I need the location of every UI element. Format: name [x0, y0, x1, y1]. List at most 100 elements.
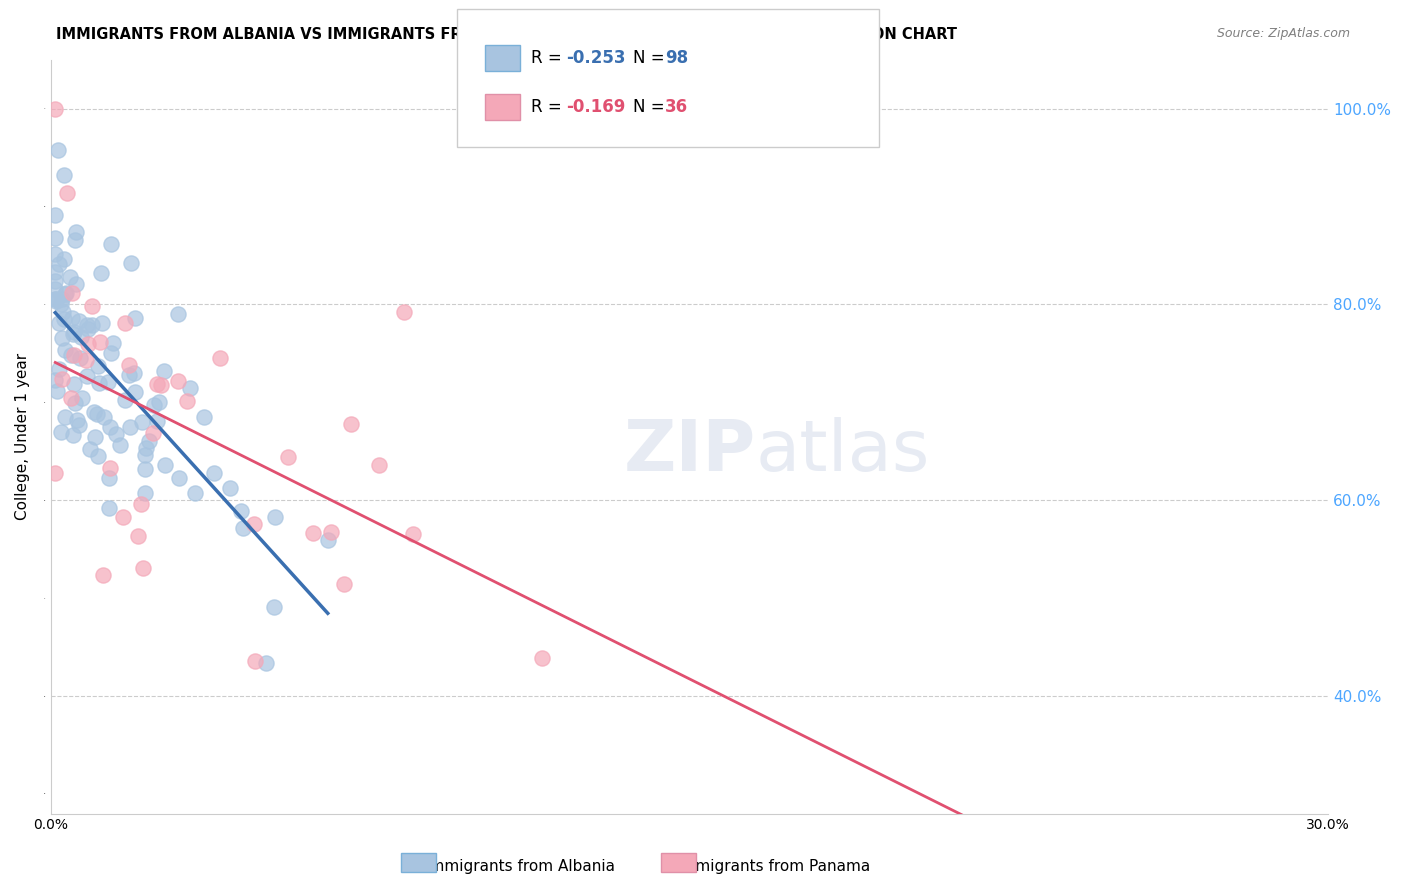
- Y-axis label: College, Under 1 year: College, Under 1 year: [15, 353, 30, 520]
- Point: [124, 384, 146, 399]
- Point: [103, 336, 125, 351]
- Point: [179, 381, 201, 395]
- Text: N =: N =: [633, 98, 669, 116]
- Point: [118, 359, 141, 373]
- Text: -0.169: -0.169: [567, 98, 626, 116]
- Point: [87, 376, 110, 390]
- Point: [44, 467, 66, 481]
- Point: [45, 293, 67, 307]
- Point: [44, 292, 66, 306]
- Point: [152, 364, 174, 378]
- Point: [367, 458, 389, 472]
- Point: [59, 391, 82, 405]
- Point: [392, 305, 415, 319]
- Point: [63, 233, 86, 247]
- Point: [51, 331, 73, 345]
- Point: [118, 368, 141, 382]
- Point: [98, 471, 121, 485]
- Point: [44, 208, 66, 222]
- Point: [100, 236, 122, 251]
- Point: [70, 330, 93, 344]
- Point: [98, 500, 121, 515]
- Point: [59, 270, 82, 285]
- Text: Immigrants from Albania: Immigrants from Albania: [425, 859, 616, 874]
- Point: [69, 351, 91, 365]
- Point: [184, 486, 207, 500]
- Point: [56, 186, 79, 200]
- Point: [402, 527, 425, 541]
- Point: [51, 292, 73, 306]
- Point: [48, 316, 70, 330]
- Point: [98, 420, 121, 434]
- Point: [86, 407, 108, 421]
- Point: [167, 307, 190, 321]
- Point: [153, 458, 176, 472]
- Point: [143, 398, 166, 412]
- Point: [333, 577, 356, 591]
- Point: [166, 374, 188, 388]
- Point: [316, 533, 339, 548]
- Point: [44, 373, 66, 387]
- Point: [135, 441, 157, 455]
- Text: -0.253: -0.253: [567, 49, 626, 67]
- Text: atlas: atlas: [755, 417, 929, 486]
- Point: [55, 285, 77, 300]
- Point: [48, 257, 70, 271]
- Point: [44, 102, 66, 116]
- Point: [60, 286, 83, 301]
- Point: [51, 372, 73, 386]
- Text: Source: ZipAtlas.com: Source: ZipAtlas.com: [1216, 27, 1350, 40]
- Point: [76, 368, 98, 383]
- Point: [63, 376, 86, 391]
- Point: [89, 334, 111, 349]
- Point: [169, 471, 191, 485]
- Point: [90, 267, 112, 281]
- Point: [67, 418, 90, 433]
- Point: [79, 442, 101, 456]
- Point: [44, 274, 66, 288]
- Point: [302, 525, 325, 540]
- Point: [83, 405, 105, 419]
- Point: [44, 264, 66, 278]
- Point: [72, 391, 94, 405]
- Point: [44, 282, 66, 296]
- Point: [80, 318, 103, 333]
- Point: [75, 352, 97, 367]
- Point: [145, 414, 167, 428]
- Point: [176, 393, 198, 408]
- Point: [263, 510, 285, 524]
- Point: [110, 438, 132, 452]
- Point: [202, 467, 225, 481]
- Point: [321, 525, 343, 540]
- Point: [219, 481, 242, 495]
- Point: [87, 449, 110, 463]
- Point: [76, 318, 98, 332]
- Point: [65, 277, 87, 291]
- Point: [52, 252, 75, 266]
- Point: [67, 314, 90, 328]
- Point: [127, 529, 149, 543]
- Point: [53, 169, 76, 183]
- Text: R =: R =: [531, 49, 568, 67]
- Point: [62, 327, 84, 342]
- Point: [90, 317, 112, 331]
- Point: [91, 567, 114, 582]
- Point: [124, 310, 146, 325]
- Point: [97, 375, 120, 389]
- Point: [93, 410, 115, 425]
- Point: [142, 425, 165, 440]
- Point: [138, 434, 160, 448]
- Point: [150, 377, 173, 392]
- Text: R =: R =: [531, 98, 568, 116]
- Point: [120, 256, 142, 270]
- Point: [46, 143, 69, 157]
- Point: [114, 316, 136, 330]
- Point: [65, 225, 87, 239]
- Point: [53, 287, 76, 301]
- Text: IMMIGRANTS FROM ALBANIA VS IMMIGRANTS FROM PANAMA COLLEGE, UNDER 1 YEAR CORRELAT: IMMIGRANTS FROM ALBANIA VS IMMIGRANTS FR…: [56, 27, 957, 42]
- Point: [530, 651, 553, 665]
- Point: [49, 297, 72, 311]
- Point: [124, 367, 146, 381]
- Point: [208, 351, 231, 365]
- Point: [77, 336, 100, 351]
